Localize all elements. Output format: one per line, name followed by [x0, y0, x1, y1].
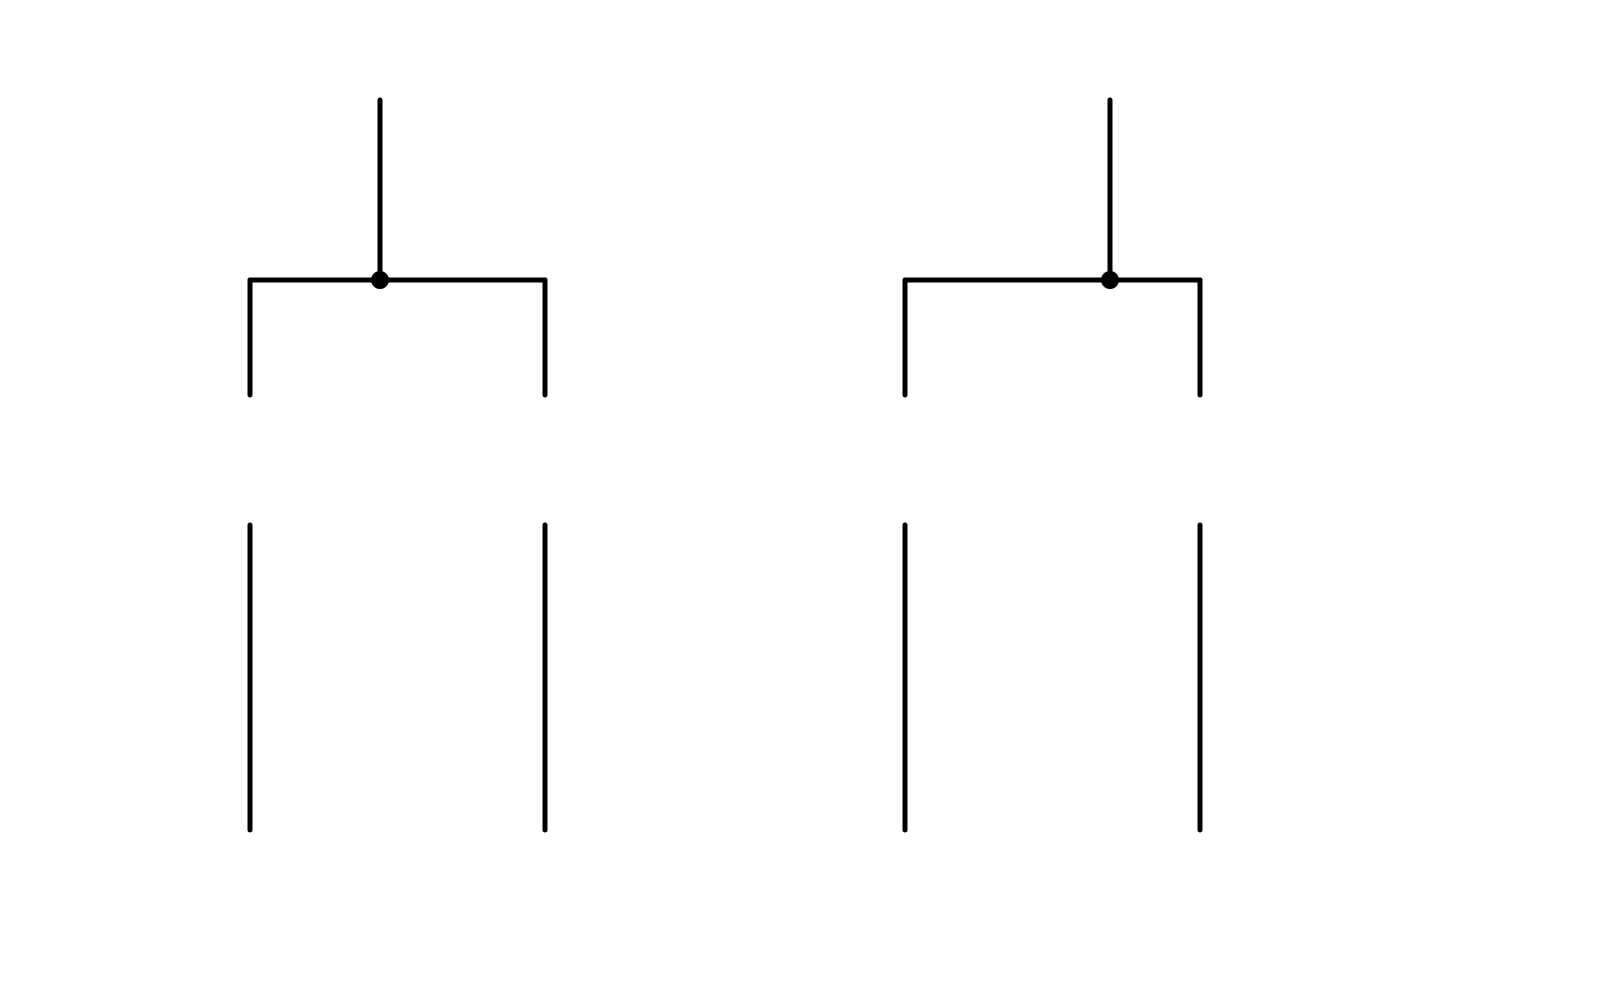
circuit-schematic [0, 0, 1619, 987]
